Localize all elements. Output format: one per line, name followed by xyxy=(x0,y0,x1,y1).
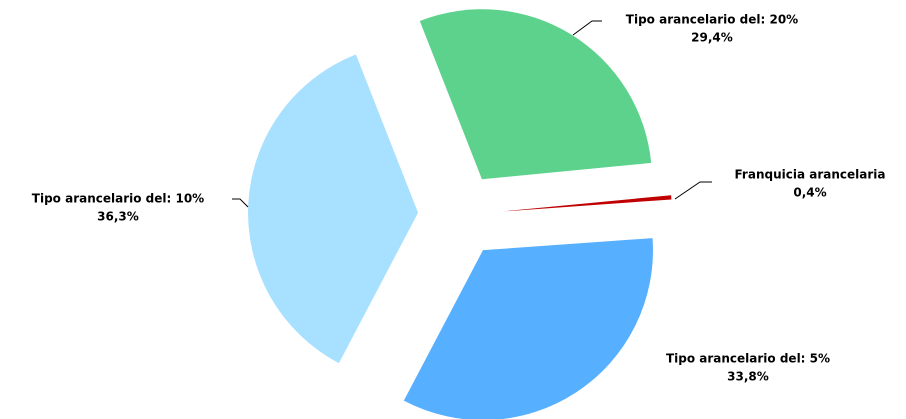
slice-value-label: 29,4% xyxy=(691,31,733,45)
slice-value-label: 0,4% xyxy=(793,186,826,200)
slice-label: Franquicia arancelaria xyxy=(735,168,886,182)
slice-value-label: 33,8% xyxy=(727,370,769,384)
pie-slice xyxy=(403,238,653,419)
slice-label: Tipo arancelario del: 20% xyxy=(626,13,798,27)
slice-value-label: 36,3% xyxy=(97,210,139,224)
pie-slice xyxy=(501,195,672,212)
slice-label: Tipo arancelario del: 5% xyxy=(666,352,830,366)
leader-line xyxy=(232,198,249,208)
pie-slice xyxy=(419,9,652,180)
leader-line xyxy=(572,20,602,36)
slice-label: Tipo arancelario del: 10% xyxy=(32,192,204,206)
leader-line xyxy=(674,181,712,200)
pie-slice xyxy=(248,54,419,364)
